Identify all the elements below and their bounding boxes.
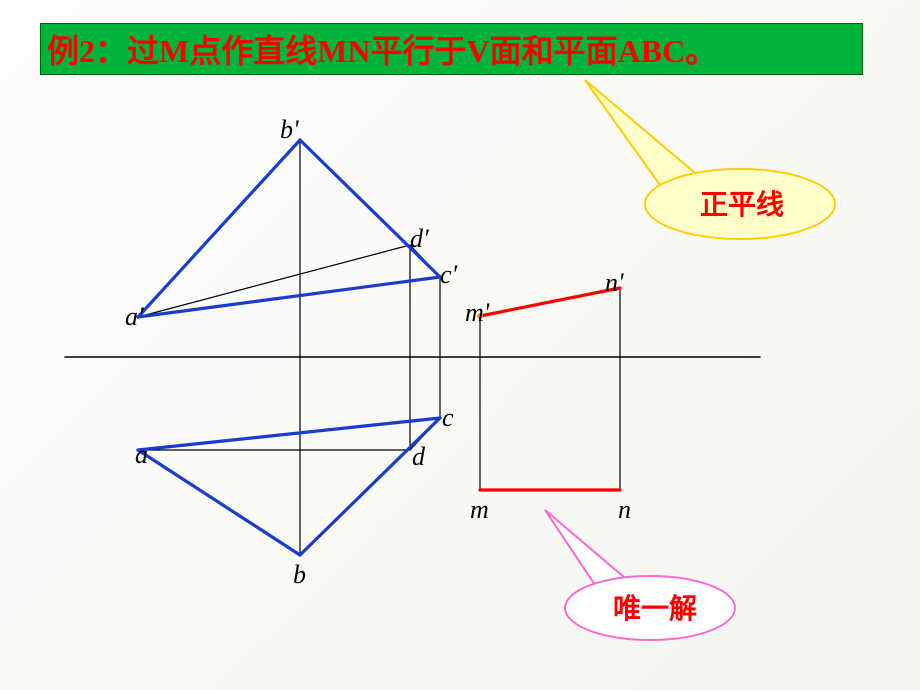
- red-layer: [480, 288, 620, 490]
- label-b_: b': [280, 115, 299, 145]
- label-d_: d': [410, 224, 429, 254]
- label-n_: n': [605, 268, 624, 298]
- label-b: b: [293, 560, 306, 590]
- label-d: d: [412, 442, 425, 472]
- label-m: m: [470, 495, 489, 525]
- blue-layer: [138, 140, 440, 555]
- callout-unique-solution: 唯一解: [613, 593, 697, 625]
- label-a: a: [135, 440, 148, 470]
- label-c_: c': [440, 260, 457, 290]
- diagram-svg: 正平线唯一解: [0, 0, 920, 690]
- label-a_: a': [125, 302, 144, 332]
- label-m_: m': [465, 298, 489, 328]
- label-c: c: [442, 403, 454, 433]
- callout-frontal-line: 正平线: [700, 189, 784, 221]
- label-n: n: [618, 495, 631, 525]
- callout-layer: 正平线唯一解: [545, 80, 835, 640]
- thin-layer: [138, 140, 620, 555]
